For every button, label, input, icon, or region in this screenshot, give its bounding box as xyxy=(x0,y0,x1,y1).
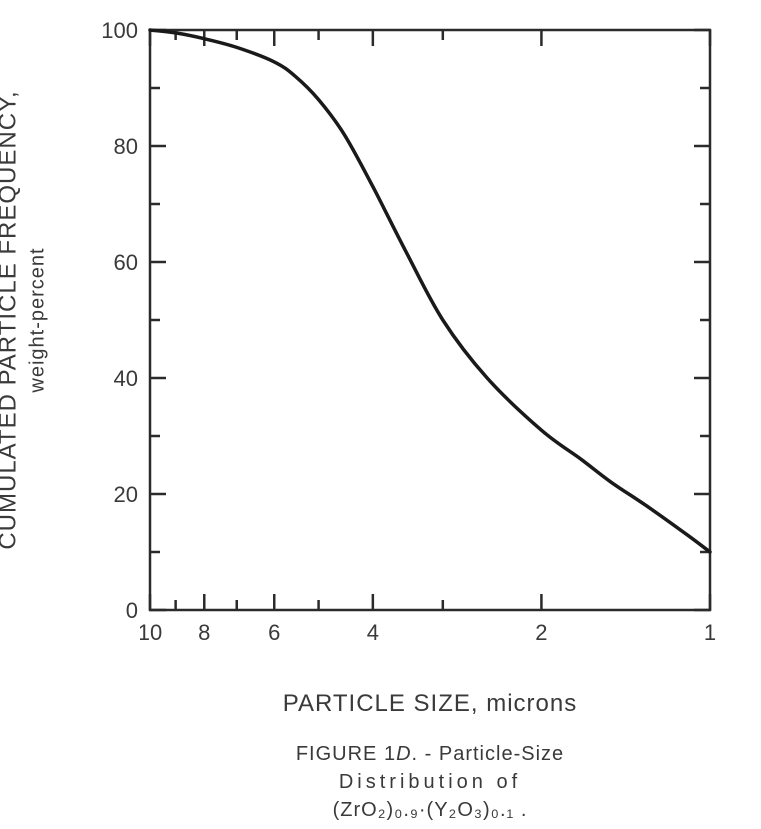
svg-text:1: 1 xyxy=(704,620,716,645)
y-tick-label: 80 xyxy=(114,134,138,160)
svg-text:4: 4 xyxy=(367,620,379,645)
chart-plot-area: 1086421 020406080100 xyxy=(140,20,720,640)
figure-caption: FIGURE 1D. - Particle-Size Distribution … xyxy=(140,740,720,824)
caption-line1-italic: D xyxy=(396,743,411,765)
y-tick-label: 0 xyxy=(126,598,138,624)
svg-text:8: 8 xyxy=(198,620,210,645)
y-tick-label: 40 xyxy=(114,366,138,392)
caption-line1-prefix: FIGURE 1 xyxy=(296,743,396,765)
y-axis-label-main: CUMULATED PARTICLE FREQUENCY, xyxy=(0,90,22,549)
svg-text:6: 6 xyxy=(268,620,280,645)
y-axis-label: CUMULATED PARTICLE FREQUENCY, weight-per… xyxy=(0,10,52,630)
y-tick-label: 60 xyxy=(114,250,138,276)
caption-line3: (ZrO₂)₀.₉·(Y₂O₃)₀.₁ . xyxy=(140,796,720,824)
y-tick-label: 100 xyxy=(101,18,138,44)
svg-text:10: 10 xyxy=(140,620,162,645)
caption-line1-suffix: . - Particle-Size xyxy=(412,743,565,765)
caption-line2: Distribution of xyxy=(140,768,720,796)
chart-svg: 10 8 6 4 2 1 xyxy=(140,20,720,680)
svg-text:2: 2 xyxy=(535,620,547,645)
y-axis-label-sub: weight-percent xyxy=(27,90,50,549)
y-tick-label: 20 xyxy=(114,482,138,508)
x-axis-label: PARTICLE SIZE, microns xyxy=(140,690,720,718)
